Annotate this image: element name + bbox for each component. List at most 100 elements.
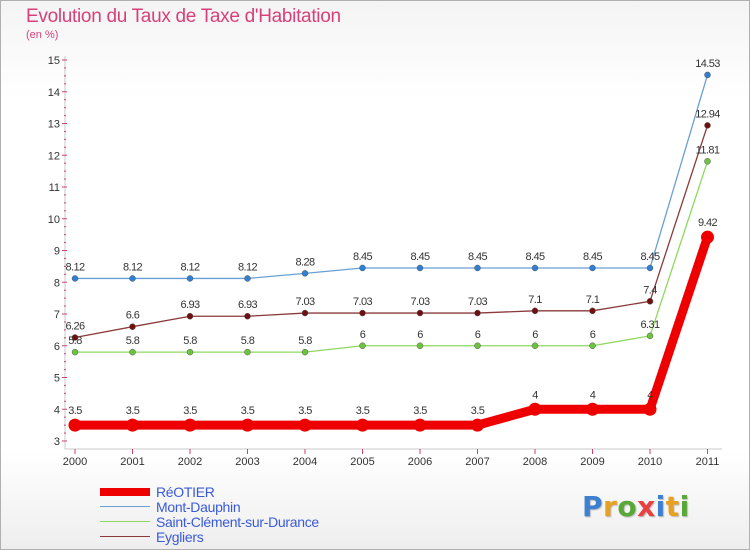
data-label: 4 <box>647 389 653 401</box>
y-tick-label: 10 <box>48 214 60 226</box>
data-point <box>474 264 481 272</box>
data-label: 3.5 <box>298 405 312 417</box>
data-point <box>68 418 82 432</box>
y-tick-label: 3 <box>54 436 60 448</box>
data-point <box>586 402 599 416</box>
legend-label: Eygliers <box>156 528 204 545</box>
x-tick-label: 2004 <box>293 456 317 468</box>
data-label: 6.26 <box>65 320 84 332</box>
data-point <box>71 348 79 356</box>
data-label: 3.5 <box>471 405 485 417</box>
data-point <box>301 309 309 317</box>
data-label: 6.93 <box>180 299 199 311</box>
series-line <box>74 124 709 339</box>
data-label: 6.93 <box>238 299 257 311</box>
data-point <box>646 264 654 272</box>
data-point <box>531 342 539 349</box>
series-r-otier: 3.5 3.5 3.5 3.5 3.5 3.5 3.5 3.5 4 4 4 9.42 <box>68 217 718 432</box>
logo-letter: P <box>582 490 604 523</box>
x-tick-label: 2008 <box>523 456 547 468</box>
data-point <box>359 264 366 272</box>
y-tick-label: 4 <box>54 404 60 416</box>
x-tick-label: 2001 <box>120 456 144 468</box>
data-label: 3.5 <box>68 405 82 417</box>
data-label: 11.81 <box>696 144 720 156</box>
data-label: 8.45 <box>353 251 372 263</box>
logo-letter: i <box>679 490 690 523</box>
y-tick-label: 11 <box>49 182 60 194</box>
data-label: 5.8 <box>68 335 82 347</box>
series-line <box>74 160 709 353</box>
legend-label: Saint-Clément-sur-Durance <box>156 513 319 530</box>
data-label: 7.03 <box>468 296 487 308</box>
data-label: 6 <box>417 329 423 341</box>
logo-letter: o <box>617 490 638 523</box>
y-tick-label: 7 <box>54 309 60 321</box>
data-label: 6 <box>360 329 366 341</box>
data-point <box>126 418 139 432</box>
data-label: 8.45 <box>468 251 487 263</box>
series-line <box>74 74 709 280</box>
x-tick-label: 2006 <box>408 456 432 468</box>
data-label: 6.6 <box>126 310 140 322</box>
y-tick-label: 13 <box>48 119 60 131</box>
data-label: 6 <box>532 329 538 341</box>
data-label: 5.8 <box>126 335 140 347</box>
data-label: 5.8 <box>241 335 255 347</box>
legend-swatch <box>100 487 150 496</box>
x-tick-label: 2007 <box>465 456 489 468</box>
data-point <box>244 312 251 320</box>
data-label: 9.42 <box>698 217 717 229</box>
x-tick-label: 2005 <box>350 456 374 468</box>
data-label: 4 <box>590 389 596 401</box>
data-point <box>186 312 194 320</box>
data-point <box>301 270 309 277</box>
series-mont-dauphin: 8.12 8.12 8.12 8.12 8.28 8.45 8.45 8.45 8.45 8.45… <box>65 58 721 282</box>
legend-swatch <box>100 505 150 508</box>
data-point <box>71 334 79 341</box>
data-label: 5.8 <box>183 335 197 347</box>
data-point <box>298 418 312 432</box>
x-tick-label: 2000 <box>63 456 87 468</box>
data-label: 3.5 <box>413 405 427 417</box>
y-tick-label: 8 <box>54 277 60 289</box>
data-point <box>474 342 481 349</box>
logo-letter: x <box>637 490 656 523</box>
data-label: 8.45 <box>640 251 659 263</box>
data-label: 6 <box>475 329 481 341</box>
data-point <box>528 402 542 416</box>
y-tick-label: 15 <box>48 55 60 67</box>
data-point <box>704 158 711 165</box>
logo-letter: t <box>665 490 680 523</box>
data-point <box>129 323 136 330</box>
data-point <box>129 348 136 356</box>
chart-title: Evolution du Taux de Taxe d'Habitation <box>26 6 341 27</box>
legend-swatch <box>100 520 150 523</box>
data-label: 3.5 <box>241 405 255 417</box>
legend-label: Mont-Dauphin <box>156 498 241 515</box>
data-point <box>701 230 714 244</box>
data-point <box>416 342 424 349</box>
legend: RéOTIER Mont-Dauphin Saint-Clément-sur-Dur… <box>100 484 319 545</box>
data-label: 5.8 <box>298 335 312 347</box>
data-point <box>531 307 539 315</box>
legend-item-saint-cl-ment-sur-durance: Saint-Clément-sur-Durance <box>100 513 319 530</box>
data-label: 8.12 <box>238 261 257 273</box>
data-point <box>129 275 136 282</box>
data-point <box>356 418 369 432</box>
x-tick-label: 2002 <box>178 456 202 468</box>
data-point <box>186 275 194 282</box>
data-label: 8.12 <box>123 261 142 273</box>
data-label: 7.03 <box>353 296 372 308</box>
data-point <box>244 348 251 356</box>
legend-item-r-otier: RéOTIER <box>100 484 319 500</box>
data-label: 8.45 <box>583 251 602 263</box>
logo-letter: i <box>655 490 666 523</box>
data-label: 7.4 <box>643 284 657 296</box>
data-label: 3.5 <box>126 405 140 417</box>
series-eygliers: 6.26 6.6 6.93 6.93 7.03 7.03 7.03 7.03 7.1 7.1 7.4… <box>65 108 721 341</box>
data-point <box>359 342 366 349</box>
data-point <box>474 309 481 317</box>
